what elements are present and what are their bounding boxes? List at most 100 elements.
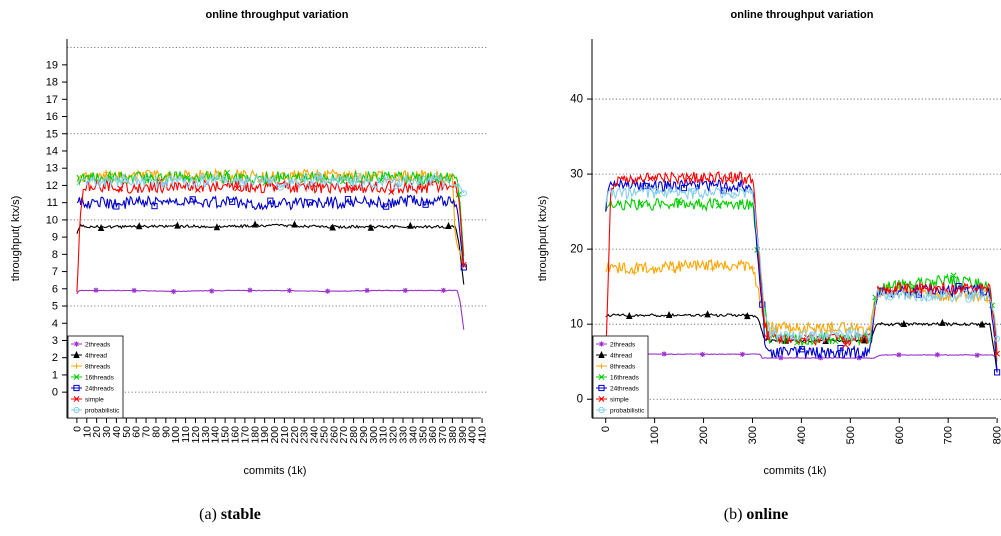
series-marker [676,197,682,204]
y-tick-label: 19 [46,59,58,71]
series-marker [730,192,737,199]
series-marker [978,320,986,328]
legend-label: 8threads [85,364,111,371]
series-marker [355,172,362,180]
x-tick-label: 40 [111,426,123,438]
series-marker [224,169,231,176]
series-marker [286,287,293,294]
legend-marker [73,363,80,369]
y-tick-label: 8 [52,249,58,261]
x-tick-label: 700 [943,426,955,444]
x-tick-label: 270 [338,426,350,444]
y-tick-label: 10 [46,214,58,226]
series-marker [725,176,732,183]
series-marker [364,287,370,294]
series-marker [769,326,776,333]
x-tick-label: 800 [992,426,1001,444]
series-line [76,178,465,293]
x-tick-label: 150 [220,426,232,444]
y-axis-label: throughput( ktx/s) [10,196,22,282]
caption-b: (b) online [606,506,906,524]
legend-label: 16threads [85,375,115,382]
series-marker [117,185,124,192]
series-4thread [76,220,465,285]
series-marker [171,288,177,295]
x-tick-label: 170 [239,426,251,444]
legend: 2threads 4thread 8threads 16threads 24thread… [67,335,124,419]
series-marker [749,265,755,271]
y-tick-label: 13 [46,163,58,175]
caption-b-text: online [746,506,789,523]
series-marker [277,184,284,191]
series-marker [136,222,143,230]
series-marker [704,310,711,318]
series-line [76,223,465,285]
x-axis-label: commits (1k) [244,465,307,477]
series-marker [229,198,236,205]
x-tick-label: 100 [170,426,182,444]
x-tick-label: 390 [457,426,469,444]
x-axis-label: commits (1k) [764,465,827,477]
series-marker [837,344,844,352]
series-marker [306,199,313,206]
x-tick-label: 110 [180,426,192,443]
series-marker [847,326,854,334]
x-tick-label: 200 [269,426,281,444]
series-marker [122,177,129,184]
series-marker [161,181,168,189]
series-marker [842,341,849,348]
series-2threads [605,351,998,361]
legend-label: 2threads [85,342,111,349]
x-tick-label: 160 [230,426,242,444]
y-axis-label: throughput( ktx/s) [537,196,549,282]
series-marker [920,283,927,290]
x-tick-label: 360 [427,426,439,444]
x-tick-label: 0 [71,426,83,432]
chart-title: online throughput variation [206,9,349,21]
series-marker [739,351,745,357]
series-marker [402,287,408,294]
series-marker [764,334,771,341]
legend-marker [598,341,605,347]
series-marker [113,203,120,210]
x-tick-label: 60 [131,426,143,438]
y-tick-label: 11 [47,197,58,209]
legend-label: 4thread [85,353,107,360]
legend-marker [598,384,605,392]
legend: 2threads 4thread 8threads 16threads 24thread… [592,335,649,419]
legend-marker [73,374,80,380]
series-line [605,258,998,362]
series-marker [642,182,649,190]
series-marker [984,297,990,304]
series-marker [367,223,375,231]
series-line [76,194,465,268]
x-tick-label: 190 [259,426,271,444]
y-tick-label: 6 [52,283,58,295]
series-probabilistic [76,171,467,197]
x-tick-label: 500 [845,426,857,444]
series-marker [778,355,784,361]
y-tick-label: 40 [570,94,583,106]
series-marker [97,223,105,232]
series-marker [460,190,467,197]
y-tick-label: 7 [52,266,58,278]
caption-a: (a) stable [80,506,380,524]
series-marker [798,346,806,353]
series-16threads [605,196,998,354]
y-tick-label: 20 [570,244,583,256]
x-tick-label: 210 [279,426,291,444]
series-8threads [605,258,998,362]
x-tick-label: 100 [649,426,661,444]
series-marker [887,294,894,301]
y-tick-label: 0 [52,387,58,399]
legend-marker [73,396,80,402]
series-marker [715,202,722,209]
series-marker [860,336,868,344]
series-marker [388,189,395,195]
caption-a-label: (a) [199,506,217,523]
series-marker [131,287,137,294]
x-tick-label: 350 [417,426,429,444]
series-marker [460,261,467,268]
x-tick-label: 130 [200,426,212,444]
y-tick-label: 12 [46,180,58,192]
